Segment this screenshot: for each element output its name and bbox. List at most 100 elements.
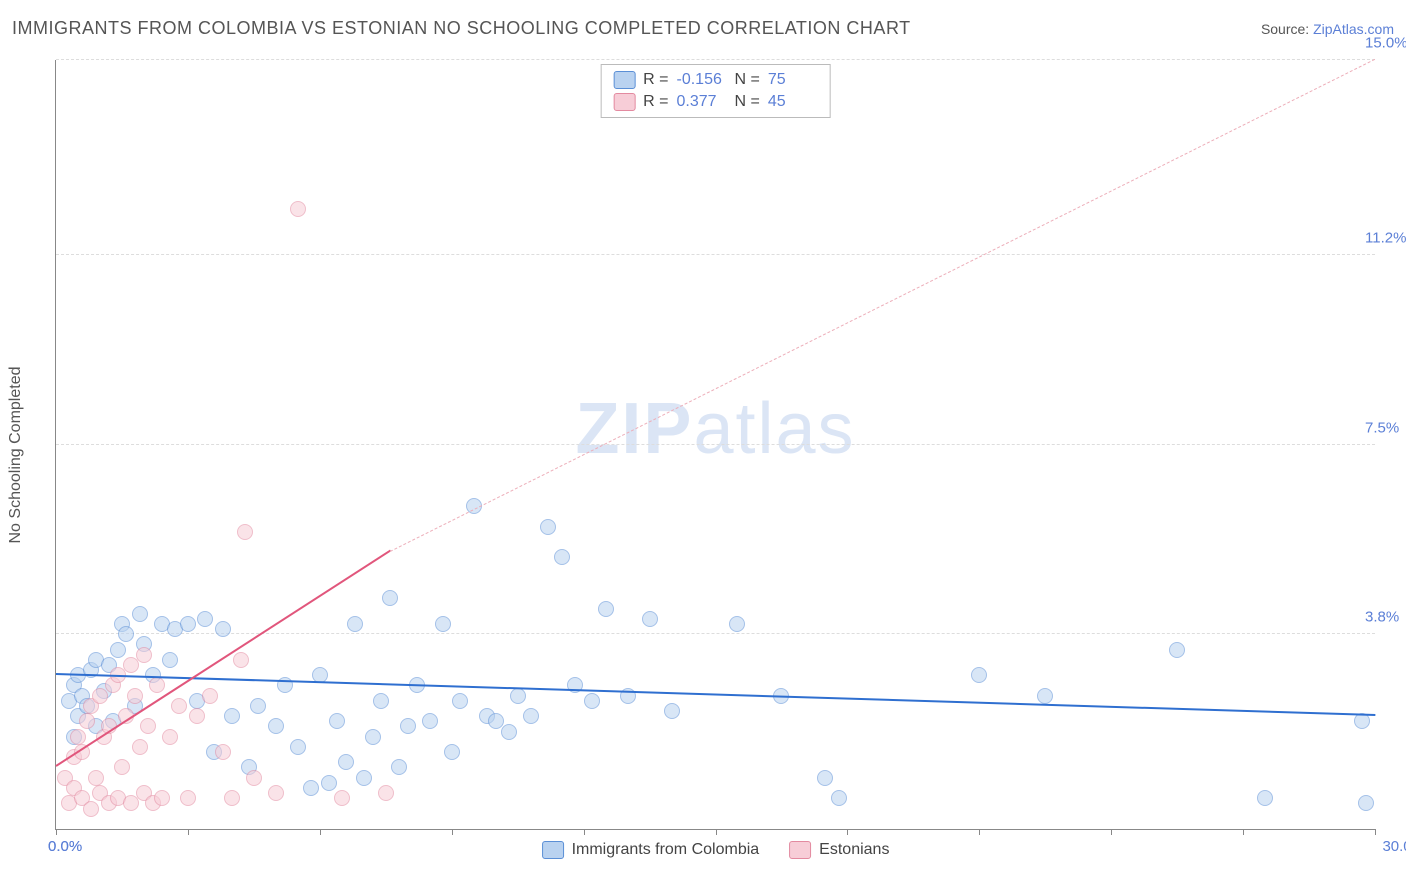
data-point: [523, 708, 539, 724]
stat-r-label: R =: [643, 91, 668, 113]
trend-line: [390, 59, 1375, 552]
stats-row: R = -0.156 N = 75: [613, 69, 818, 91]
gridline: [56, 633, 1375, 634]
source-prefix: Source:: [1261, 21, 1313, 37]
data-point: [162, 729, 178, 745]
stat-n-label: N =: [735, 69, 760, 91]
data-point: [237, 524, 253, 540]
x-tick: [979, 829, 980, 835]
data-point: [303, 780, 319, 796]
y-tick-label: 7.5%: [1365, 419, 1406, 436]
stats-row: R = 0.377 N = 45: [613, 91, 818, 113]
data-point: [123, 657, 139, 673]
data-point: [79, 713, 95, 729]
data-point: [584, 693, 600, 709]
stat-n-label: N =: [735, 91, 760, 113]
data-point: [817, 770, 833, 786]
data-point: [114, 759, 130, 775]
x-tick: [56, 829, 57, 835]
x-max-label: 30.0%: [1382, 838, 1406, 855]
data-point: [110, 642, 126, 658]
x-tick: [847, 829, 848, 835]
data-point: [215, 621, 231, 637]
data-point: [729, 616, 745, 632]
data-point: [435, 616, 451, 632]
data-point: [268, 785, 284, 801]
y-tick-label: 15.0%: [1365, 35, 1406, 52]
data-point: [92, 688, 108, 704]
watermark-atlas: atlas: [693, 389, 855, 469]
data-point: [391, 759, 407, 775]
data-point: [444, 744, 460, 760]
data-point: [224, 708, 240, 724]
data-point: [334, 790, 350, 806]
data-point: [233, 652, 249, 668]
x-tick: [452, 829, 453, 835]
data-point: [321, 775, 337, 791]
data-point: [197, 611, 213, 627]
data-point: [140, 718, 156, 734]
x-tick: [716, 829, 717, 835]
y-axis-label: No Schooling Completed: [7, 367, 25, 544]
data-point: [136, 647, 152, 663]
data-point: [329, 713, 345, 729]
data-point: [422, 713, 438, 729]
x-tick: [320, 829, 321, 835]
data-point: [452, 693, 468, 709]
data-point: [88, 770, 104, 786]
gridline: [56, 254, 1375, 255]
data-point: [189, 708, 205, 724]
data-point: [1358, 795, 1374, 811]
x-tick: [188, 829, 189, 835]
x-tick: [1111, 829, 1112, 835]
data-point: [1257, 790, 1273, 806]
data-point: [598, 601, 614, 617]
x-tick: [584, 829, 585, 835]
scatter-plot: ZIPatlas R = -0.156 N = 75 R = 0.377 N =…: [55, 60, 1375, 830]
data-point: [338, 754, 354, 770]
data-point: [123, 795, 139, 811]
stat-n-value-0: 75: [768, 69, 818, 91]
data-point: [831, 790, 847, 806]
legend-item: Estonians: [789, 841, 889, 859]
stat-n-value-1: 45: [768, 91, 818, 113]
data-point: [127, 688, 143, 704]
data-point: [365, 729, 381, 745]
swatch-icon: [613, 71, 635, 89]
x-tick: [1243, 829, 1244, 835]
stats-legend: R = -0.156 N = 75 R = 0.377 N = 45: [600, 64, 831, 118]
stat-r-value-1: 0.377: [677, 91, 727, 113]
legend-label-0: Immigrants from Colombia: [572, 841, 760, 859]
x-tick: [1375, 829, 1376, 835]
data-point: [250, 698, 266, 714]
stat-r-label: R =: [643, 69, 668, 91]
data-point: [347, 616, 363, 632]
swatch-icon: [789, 841, 811, 859]
data-point: [268, 718, 284, 734]
y-tick-label: 3.8%: [1365, 609, 1406, 626]
data-point: [70, 729, 86, 745]
gridline: [56, 444, 1375, 445]
data-point: [246, 770, 262, 786]
legend-item: Immigrants from Colombia: [542, 841, 760, 859]
data-point: [215, 744, 231, 760]
data-point: [224, 790, 240, 806]
data-point: [180, 790, 196, 806]
data-point: [154, 790, 170, 806]
gridline: [56, 59, 1375, 60]
data-point: [664, 703, 680, 719]
data-point: [202, 688, 218, 704]
swatch-icon: [613, 93, 635, 111]
data-point: [162, 652, 178, 668]
data-point: [180, 616, 196, 632]
data-point: [400, 718, 416, 734]
data-point: [132, 606, 148, 622]
x-min-label: 0.0%: [48, 838, 82, 855]
data-point: [1037, 688, 1053, 704]
data-point: [554, 549, 570, 565]
data-point: [118, 626, 134, 642]
data-point: [171, 698, 187, 714]
chart-title: IMMIGRANTS FROM COLOMBIA VS ESTONIAN NO …: [12, 18, 911, 39]
data-point: [290, 201, 306, 217]
data-point: [83, 801, 99, 817]
